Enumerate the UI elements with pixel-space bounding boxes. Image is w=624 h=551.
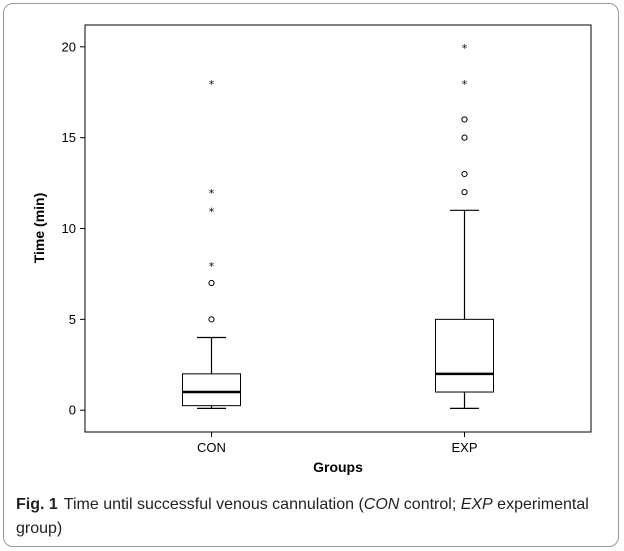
caption-exp-text: experimental group) — [16, 496, 589, 537]
outlier-point — [208, 316, 215, 323]
plot-area — [84, 24, 592, 433]
figure-frame — [3, 3, 619, 547]
x-axis-title: Groups — [313, 459, 363, 475]
box-exp: ** — [435, 42, 494, 409]
y-axis-title: Time (min) — [31, 193, 47, 264]
caption-exp-abbrev: EXP — [460, 496, 493, 513]
extreme-point: * — [209, 78, 215, 91]
extreme-point: * — [462, 78, 468, 91]
caption-text-start: Time until successful venous cannulation… — [63, 496, 364, 513]
x-tick-label: EXP — [451, 440, 477, 455]
caption-con-text: control; — [399, 496, 461, 513]
extreme-point: * — [209, 205, 215, 218]
box-con: * * * * — [182, 78, 241, 409]
y-tick-label: 5 — [69, 312, 76, 327]
extreme-point: * — [462, 42, 468, 55]
y-tick-label: 10 — [62, 221, 76, 236]
outlier-point — [461, 170, 468, 178]
iqr-box — [182, 373, 241, 407]
caption-con-abbrev: CON — [363, 496, 400, 513]
iqr-box — [435, 318, 494, 393]
outlier-point — [461, 116, 468, 123]
outlier-point — [208, 279, 215, 287]
extreme-point: * — [209, 187, 215, 200]
y-tick-label: 0 — [69, 403, 76, 418]
extreme-point: * — [209, 260, 215, 273]
outlier-point — [461, 189, 468, 196]
figure-label: Fig. 1 — [16, 496, 58, 513]
box-series: **** ** — [182, 42, 494, 409]
y-tick-label: 20 — [62, 39, 76, 54]
outlier-point — [461, 134, 468, 141]
y-tick-label: 15 — [62, 130, 76, 145]
x-axis: CON EXP — [197, 432, 478, 455]
y-axis: 0 5 10 15 20 — [62, 39, 85, 418]
figure-caption: Fig. 1 Time until successful venous cannu… — [16, 493, 606, 541]
x-tick-label: CON — [197, 440, 226, 455]
